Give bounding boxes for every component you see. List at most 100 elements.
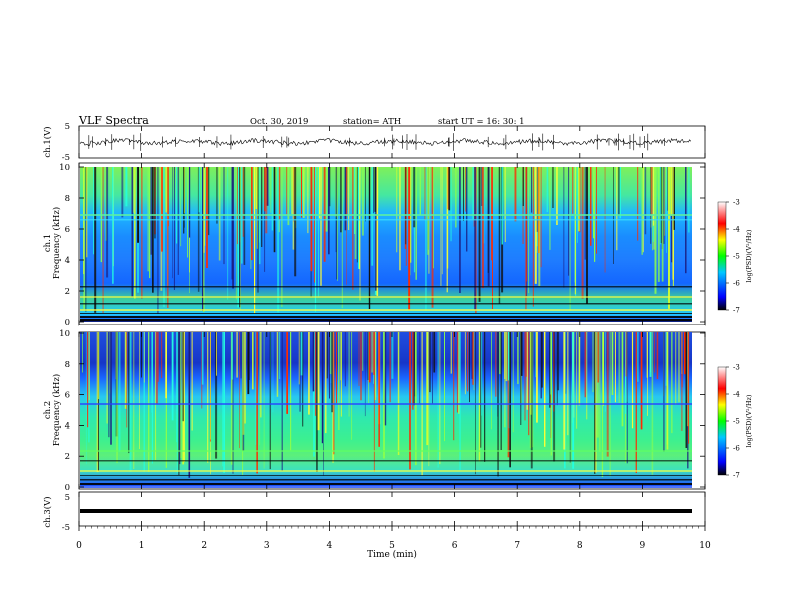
ch1-spectrogram-stripe [455, 167, 457, 228]
ch1-spectrogram-stripe [440, 167, 442, 286]
ch1-spectrogram-stripe [134, 167, 136, 299]
time-axis-tick-label: 2 [201, 541, 207, 551]
ch1-spectrogram-stripe [572, 167, 574, 214]
ch2-spectrogram-ytick-tick-label: 8 [65, 360, 70, 370]
ch1-spectrogram-stripe [265, 167, 268, 234]
ch2-spectrogram-stripe [684, 332, 686, 375]
ch1-spectrogram-stripe [216, 167, 218, 224]
ch1-spectrogram-stripe [218, 167, 221, 261]
ch2-spectrogram-stripe [681, 332, 683, 388]
ch2-colorbar-scale [717, 366, 727, 476]
ch2-colorbar: -3 -4 -5 -6 -7 log(PSD)(V²/Hz) [717, 364, 753, 480]
ch2-spectrogram-stripe [507, 332, 510, 458]
ch2-spectrogram-stripe [216, 332, 217, 376]
ch2-spectrogram-stripe [269, 332, 271, 470]
ch1-spectrogram-stripe [481, 167, 483, 206]
ch1-spectrogram-stripe [661, 167, 664, 282]
ch1-spectrogram-stripe [277, 167, 280, 313]
ch2-spectrogram-stripe [467, 332, 469, 392]
ch2-spectrogram-stripe [368, 332, 370, 404]
ch1-spectrogram-stripe [659, 167, 661, 245]
ch1-spectrogram-stripe [448, 167, 451, 211]
ch2-spectrogram-stripe [520, 332, 522, 425]
ch1-spectrogram-stripe [446, 167, 448, 293]
ch1-spectrogram-band [80, 313, 692, 314]
ch1-spectrogram-stripe [176, 167, 178, 244]
ch2-spectrogram-stripe [626, 332, 628, 403]
ch1-spectrogram-stripe [673, 167, 675, 230]
ch1-spectrogram-stripe [642, 167, 644, 253]
ch2-spectrogram-stripe [191, 332, 193, 431]
ch2-spectrogram-ytick-tick-label: 6 [65, 391, 70, 401]
ch2-spectrogram-stripe [118, 332, 121, 452]
ch1-spectrogram-yaxis: 0 2 4 6 8 10 [59, 163, 705, 328]
ch1-spectrogram-stripe [242, 167, 244, 237]
time-axis-tick-label: 6 [452, 541, 458, 551]
ch1-spectrogram-stripe [237, 167, 240, 308]
ch2-spectrogram-stripe [649, 332, 652, 377]
ch2-spectrogram-stripe [151, 332, 152, 413]
ch1-spectrogram-stripe [637, 167, 639, 241]
ch2-spectrogram-stripe [458, 332, 460, 414]
ch2-spectrogram-stripe [505, 332, 508, 382]
ch1-spectrogram-stripe [538, 167, 541, 287]
ch1-spectrogram-stripe [354, 167, 357, 259]
ch3-waveform-ytick-top: 5 [65, 493, 70, 503]
ch1-spectrogram-stripe [271, 167, 274, 231]
ch2-spectrogram-stripe [654, 332, 656, 373]
ch2-spectrogram-stripe [621, 332, 624, 427]
ch1-spectrogram-stripe [319, 167, 320, 219]
ch1-spectrogram-stripes [83, 167, 690, 314]
ch1-spectrogram-stripe [376, 167, 379, 296]
ch1-spectrogram-stripe [584, 167, 586, 260]
ch1-spectrogram-stripe [301, 167, 302, 218]
ch2-spectrogram-stripe [614, 332, 616, 403]
ch1-spectrogram-stripe [348, 167, 350, 230]
ch2-spectrogram-stripe [535, 332, 536, 378]
ch2-spectrogram-band [80, 450, 692, 452]
colorbar-tick-label: -7 [733, 307, 740, 315]
ch2-spectrogram-stripe [143, 332, 145, 383]
ch1-spectrogram-stripe [616, 167, 618, 251]
ch2-spectrogram-stripe [230, 332, 233, 465]
ch1-spectrogram-ytick-tick-label: 10 [59, 163, 70, 173]
ch1-spectrogram-stripe [264, 167, 266, 212]
ch1-spectrogram-stripe [664, 167, 666, 236]
ch2-spectrogram-stripe [263, 332, 265, 469]
ch2-spectrogram-stripe [252, 332, 254, 390]
ch1-spectrogram-stripe [652, 167, 654, 226]
ch1-spectrogram-stripe [94, 167, 97, 313]
ch1-spectrogram-stripe [255, 167, 258, 209]
ch1-spectrogram-stripe [504, 167, 506, 220]
ch2-spectrogram-band [80, 475, 692, 476]
ch2-spectrogram-stripe [82, 332, 83, 373]
ch1-spectrogram-stripe [187, 167, 189, 258]
ch2-spectrogram-stripe [678, 332, 680, 403]
ch1-spectrogram-stripe [303, 167, 305, 218]
ch2-spectrogram-stripe [459, 332, 461, 471]
ch2-spectrogram-stripe [450, 332, 452, 374]
ch1-spectrogram-stripe [651, 167, 653, 215]
ch1-spectrogram-stripe [522, 167, 524, 206]
ch2-spectrogram-stripe [373, 332, 375, 472]
ch1-waveform-ytick-top: 5 [65, 122, 70, 132]
ch2-spectrogram-stripe [602, 332, 605, 406]
colorbar-tick-label: -3 [733, 199, 740, 207]
ch2-spectrogram-stripe [491, 332, 492, 430]
ch2-spectrogram-stripe [141, 332, 142, 378]
ch1-spectrogram-stripe [149, 167, 151, 279]
ch1-spectrogram-stripe [346, 167, 347, 285]
ch2-spectrogram-stripe [336, 332, 337, 404]
ch2-spectrogram-stripe [391, 332, 394, 379]
ch2-spectrogram-stripe [484, 332, 486, 462]
ch1-spectrogram-stripe [525, 167, 527, 310]
ch1-spectrogram-stripe [498, 167, 501, 304]
ch2-spectrogram-stripe [223, 332, 225, 473]
ch1-spectrogram-bands [80, 214, 692, 322]
ch2-spectrogram-stripe [182, 332, 184, 422]
ch1-spectrogram-stripe [447, 167, 449, 209]
ch1-spectrogram-stripe [577, 167, 578, 243]
ch1-spectrogram-stripe [653, 167, 656, 250]
ch1-spectrogram-stripe [93, 167, 95, 255]
ch1-spectrogram-stripe [150, 167, 152, 255]
